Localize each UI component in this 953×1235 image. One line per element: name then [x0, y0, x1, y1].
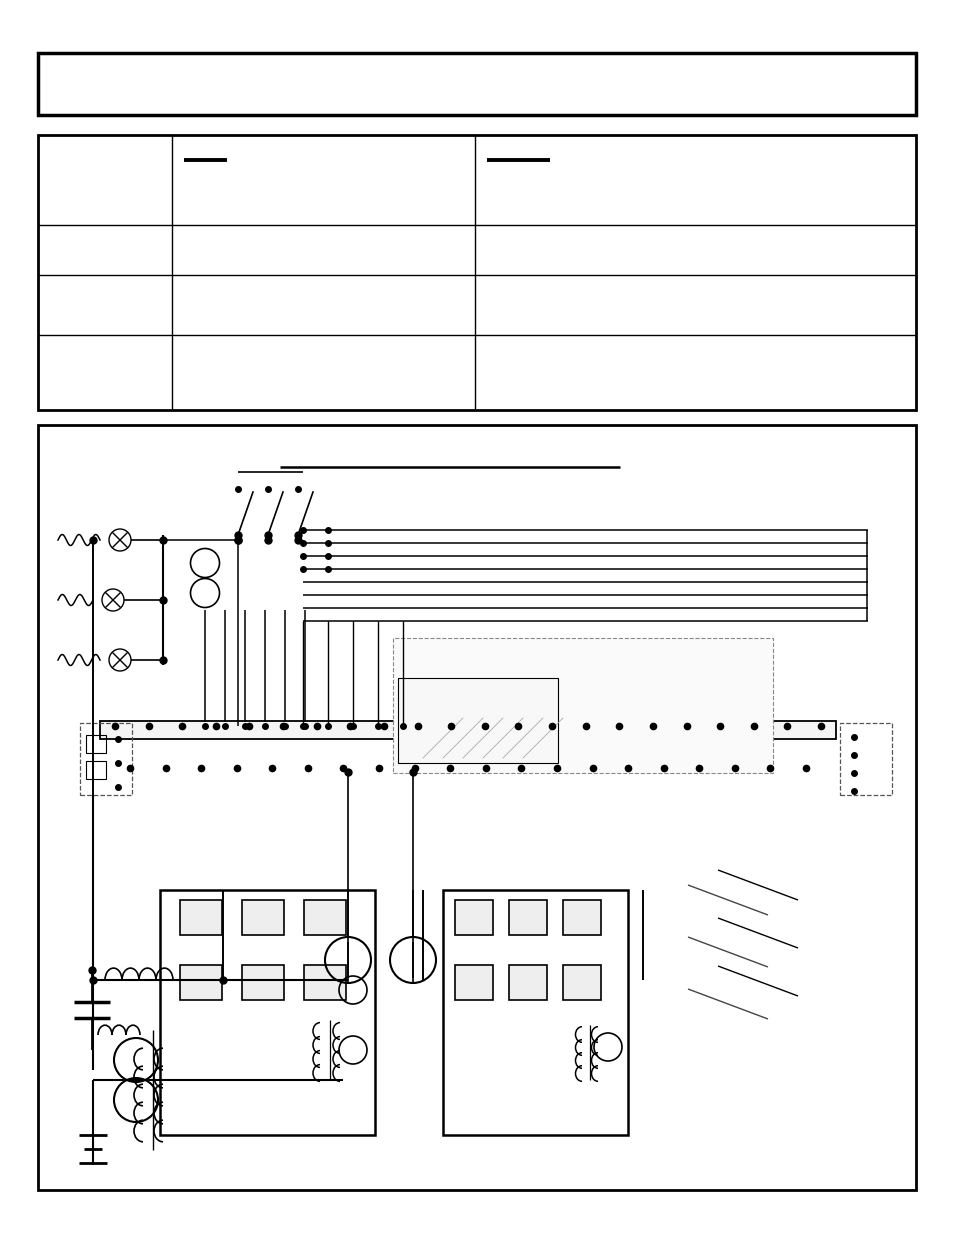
Bar: [442, 890, 627, 1135]
Bar: [455, 965, 493, 1000]
Bar: [242, 965, 284, 1000]
Bar: [397, 678, 558, 763]
Bar: [840, 722, 891, 795]
Bar: [304, 900, 346, 935]
Bar: [562, 900, 600, 935]
Bar: [160, 890, 375, 1135]
Bar: [38, 135, 915, 410]
Bar: [304, 965, 346, 1000]
Bar: [80, 722, 132, 795]
Bar: [38, 53, 915, 115]
Bar: [509, 965, 546, 1000]
Bar: [242, 900, 284, 935]
Bar: [455, 900, 493, 935]
Bar: [180, 965, 222, 1000]
Bar: [100, 721, 835, 739]
Bar: [393, 638, 772, 773]
Bar: [509, 900, 546, 935]
Bar: [38, 425, 915, 1191]
Bar: [562, 965, 600, 1000]
Bar: [86, 735, 106, 753]
Bar: [86, 761, 106, 779]
Bar: [180, 900, 222, 935]
